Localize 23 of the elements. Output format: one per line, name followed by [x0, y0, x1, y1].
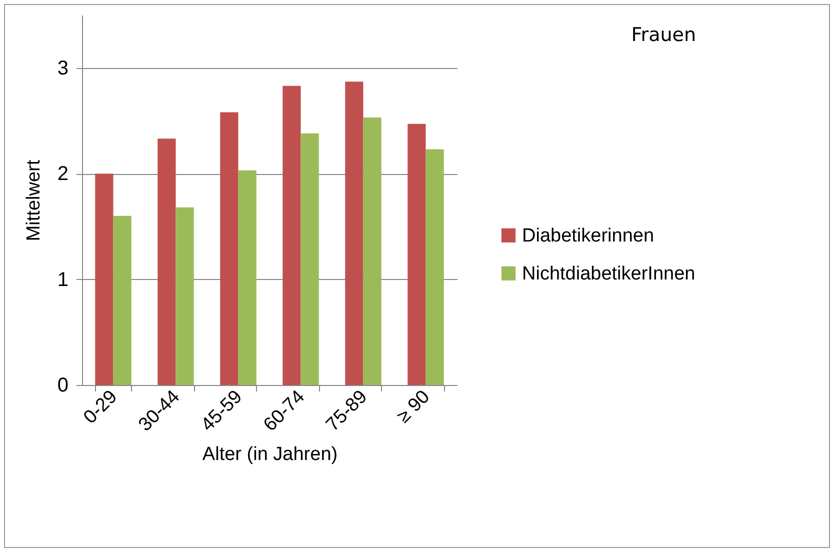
bar: [363, 118, 382, 385]
x-tick-label: ≥ 90: [393, 386, 434, 428]
bar: [426, 149, 444, 385]
bar: [238, 170, 256, 385]
bar: [300, 133, 319, 385]
bar: [158, 138, 176, 385]
legend-label: NichtdiabetikerInnen: [522, 263, 696, 284]
x-tick-label: 0-29: [80, 386, 122, 428]
text: Frauen: [631, 24, 696, 46]
y-tick-label: 1: [57, 268, 68, 291]
y-tick-label: 0: [57, 374, 68, 396]
bar: [345, 82, 364, 385]
bar: [176, 207, 194, 385]
y-tick-label: 3: [57, 57, 68, 80]
y-tick-label: 2: [57, 163, 68, 186]
bar: [113, 216, 132, 385]
bar: [220, 112, 238, 385]
x-axis-title: Alter (in Jahren): [202, 444, 338, 465]
y-axis-title: Mittelwert: [23, 159, 44, 242]
bar: [95, 174, 114, 385]
bar: [408, 124, 426, 385]
legend-label: Diabetikerinnen: [522, 225, 654, 246]
bar: [282, 86, 301, 385]
